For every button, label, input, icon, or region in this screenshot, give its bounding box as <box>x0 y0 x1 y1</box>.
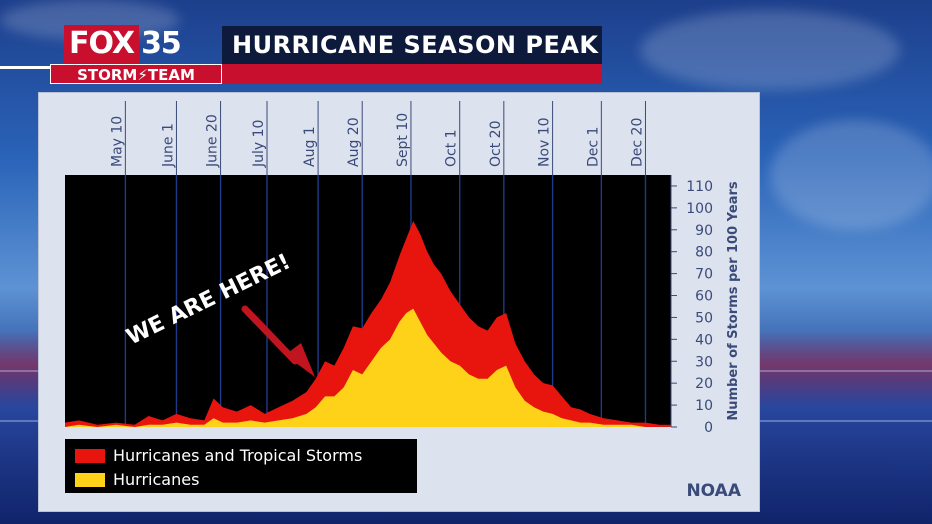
y-tick-label: 10 <box>695 398 713 414</box>
annotation-arrow-head <box>285 343 315 377</box>
chart: May 10 June 1 June 20 July 10 Aug 1 Aug 20 Sep… <box>65 101 741 436</box>
station-branding: FOX 35 STORM⚡TEAM HURRICANE SEASON PEAK <box>0 24 602 84</box>
logo-number: 35 <box>141 26 182 61</box>
series-area-hurricanes <box>65 308 671 427</box>
legend-label-storms: Hurricanes and Tropical Storms <box>113 446 363 465</box>
y-tick-label: 60 <box>695 289 713 305</box>
station-logo: FOX 35 <box>64 24 220 64</box>
x-tick-label: Dec 1 <box>585 127 601 167</box>
legend-swatch-hurricanes <box>75 472 105 487</box>
y-tick-label: 40 <box>695 332 713 348</box>
annotation-arrow-shaft <box>241 305 299 365</box>
y-tick-label: 20 <box>695 376 713 392</box>
y-tick-label: 50 <box>695 310 713 326</box>
legend-swatch-storms <box>75 448 105 463</box>
x-tick-label: Oct 20 <box>488 121 504 167</box>
legend-item-hurricanes: Hurricanes <box>75 470 199 489</box>
y-tick-label: 30 <box>695 354 713 370</box>
y-tick-label: 110 <box>686 179 713 195</box>
legend: Hurricanes and Tropical Storms Hurricane… <box>65 439 417 493</box>
legend-item-storms: Hurricanes and Tropical Storms <box>75 446 362 465</box>
white-rule <box>0 66 64 69</box>
x-tick-label: Nov 10 <box>537 117 553 167</box>
headline: HURRICANE SEASON PEAK <box>222 26 602 64</box>
y-tick-label: 90 <box>695 223 713 239</box>
x-tick-label: Sept 10 <box>395 113 411 167</box>
x-tick-label: Oct 1 <box>444 129 460 167</box>
x-tick-label: Aug 20 <box>346 117 362 167</box>
logo-fox: FOX <box>64 25 140 63</box>
series-area-storms <box>65 221 671 427</box>
chart-panel: May 10 June 1 June 20 July 10 Aug 1 Aug 20 Sep… <box>38 92 760 512</box>
x-tick-label: June 20 <box>205 114 221 168</box>
y-tick-label: 80 <box>695 245 713 261</box>
y-tick-label: 70 <box>695 267 713 283</box>
x-tick-label: July 10 <box>251 120 267 168</box>
storm-team-label: STORM⚡TEAM <box>50 64 222 84</box>
y-axis-title: Number of Storms per 100 Years <box>726 181 741 421</box>
source-credit: NOAA <box>686 481 741 501</box>
headline-underline <box>222 64 602 84</box>
y-tick-label: 100 <box>686 201 713 217</box>
x-tick-label: June 1 <box>160 123 176 168</box>
x-tick-label: Aug 1 <box>302 126 318 167</box>
cloud <box>640 10 900 90</box>
cloud <box>770 120 932 230</box>
legend-label-hurricanes: Hurricanes <box>113 470 200 489</box>
x-tick-label: May 10 <box>109 116 125 167</box>
y-tick-label: 0 <box>704 420 713 436</box>
x-tick-label: Dec 20 <box>629 118 645 167</box>
